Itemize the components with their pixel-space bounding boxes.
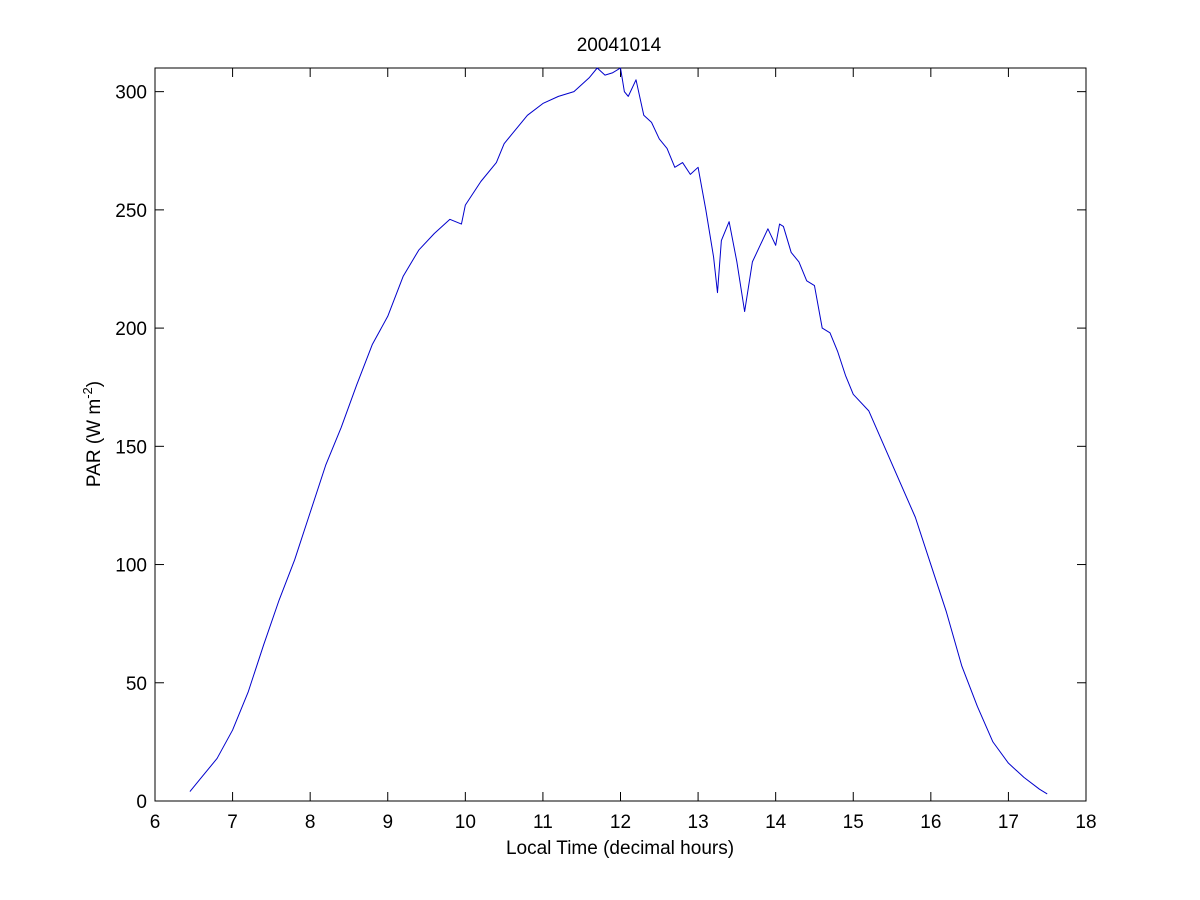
x-tick-label: 13 — [688, 812, 709, 833]
y-tick-label: 0 — [136, 792, 147, 813]
x-tick-label: 8 — [305, 812, 316, 833]
x-tick-label: 17 — [998, 812, 1019, 833]
y-tick-label: 300 — [115, 83, 147, 104]
x-tick-label: 6 — [150, 812, 161, 833]
y-tick-label: 100 — [115, 556, 147, 577]
axis-tick-labels: 6 7 8 9 10 11 12 13 14 15 16 17 18 0 50 100 150 200 250 300 — [115, 83, 1096, 833]
x-tick-label: 12 — [610, 812, 631, 833]
y-axis-label-superscript: -2 — [80, 387, 95, 399]
x-tick-label: 18 — [1075, 812, 1096, 833]
x-tick-label: 7 — [227, 812, 238, 833]
y-axis-label: PAR (W m-2) — [80, 381, 105, 487]
y-tick-label: 50 — [126, 674, 147, 695]
y-axis-label-main: PAR (W m — [84, 399, 105, 487]
x-tick-label: 15 — [843, 812, 864, 833]
axis-ticks — [154, 68, 1087, 802]
x-tick-label: 16 — [920, 812, 941, 833]
x-tick-label: 9 — [382, 812, 393, 833]
par-series-line — [189, 67, 1048, 795]
y-tick-label: 200 — [115, 319, 147, 340]
x-tick-label: 11 — [533, 812, 553, 833]
plot-area-frame — [154, 67, 1087, 802]
x-axis-label: Local Time (decimal hours) — [506, 838, 734, 859]
x-tick-label: 14 — [765, 812, 787, 833]
y-tick-label: 150 — [115, 437, 147, 458]
y-tick-label: 250 — [115, 201, 147, 222]
y-axis-label-close: ) — [84, 381, 105, 387]
x-tick-label: 10 — [455, 812, 476, 833]
chart-title: 20041014 — [577, 35, 662, 56]
